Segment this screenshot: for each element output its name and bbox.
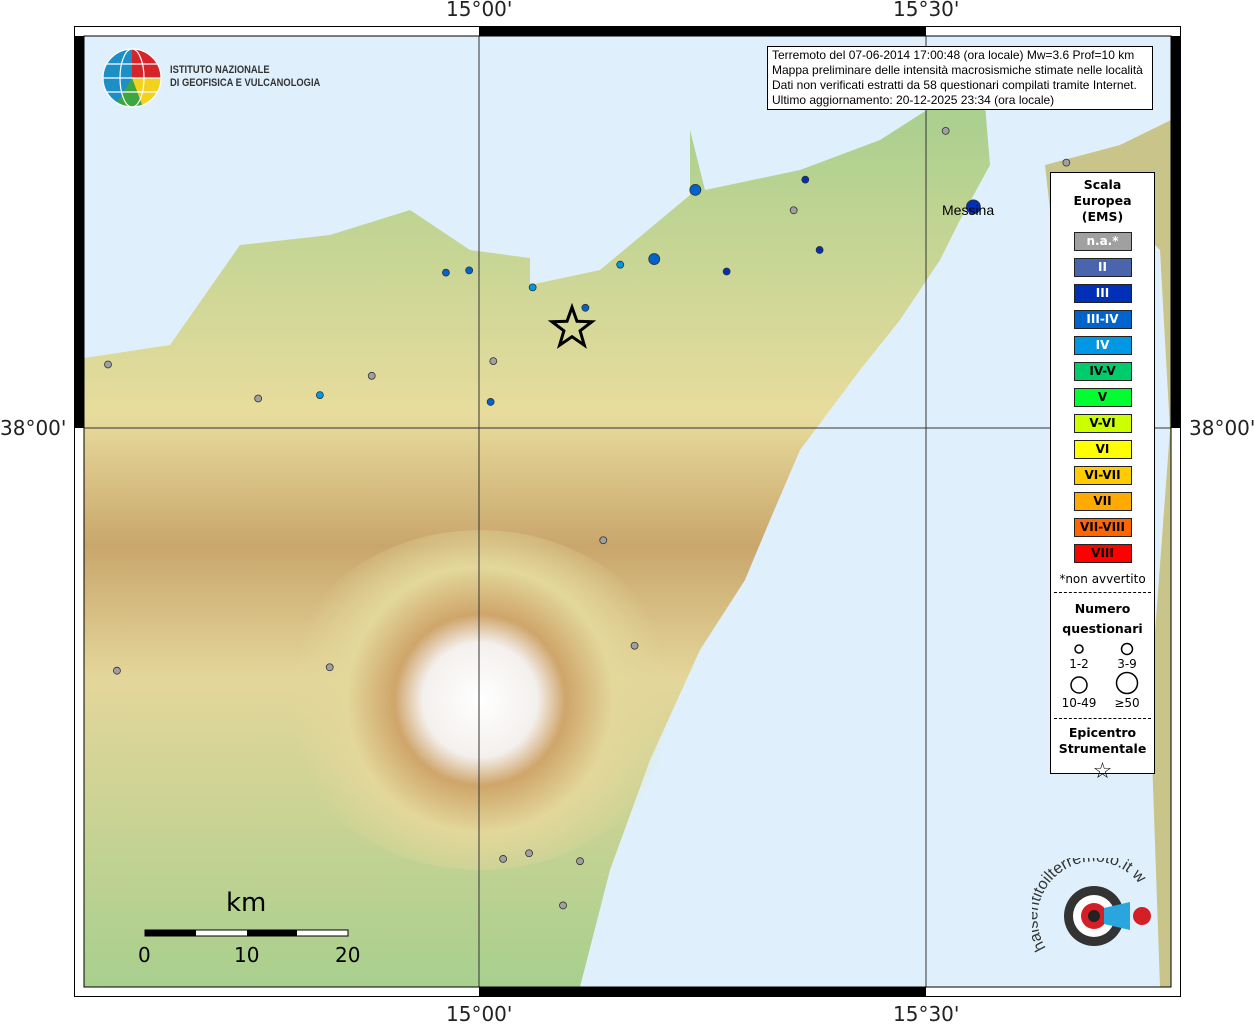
intensity-point	[525, 849, 533, 858]
legend-item: II	[1073, 258, 1132, 277]
legend-item: VII	[1073, 492, 1132, 511]
legend-item: V	[1073, 388, 1132, 407]
intensity-point	[489, 357, 498, 365]
graticule	[84, 36, 1171, 987]
etna-volcano	[280, 530, 680, 870]
intensity-point	[1062, 158, 1071, 167]
intensity-point	[599, 536, 608, 545]
intensity-point	[789, 206, 798, 215]
place-label-messina: Messina	[942, 202, 995, 218]
intensity-point	[581, 303, 590, 312]
intensity-point	[315, 391, 324, 400]
ingv-name: ISTITUTO NAZIONALE DI GEOFISICA E VULCANO…	[170, 64, 321, 89]
intensity-point	[648, 253, 661, 265]
legend-star-icon: ☆	[1092, 759, 1113, 784]
legend-item: IV-V	[1073, 362, 1132, 381]
count-label: ≥50	[1114, 696, 1139, 709]
intensity-point	[254, 394, 263, 403]
count-label: 3-9	[1117, 657, 1137, 671]
intensity-point	[576, 857, 584, 866]
intensity-point	[499, 855, 508, 863]
intensity-points	[104, 126, 1071, 910]
lon-tick-top-2: 15°30'	[893, 0, 960, 21]
epicenter-star	[547, 302, 597, 349]
legend-item: V-VI	[1073, 414, 1132, 433]
intensity-point	[630, 641, 639, 650]
intensity-point	[559, 901, 567, 910]
legend-item: VI-VII	[1073, 466, 1132, 485]
legend-item: VI	[1073, 440, 1132, 459]
intensity-point	[689, 183, 702, 196]
intensity-point	[465, 266, 474, 275]
lat-tick-right: 38°00'	[1189, 416, 1254, 440]
intensity-point	[486, 398, 495, 406]
lat-tick-left: 38°00'	[0, 416, 67, 440]
intensity-point	[325, 663, 334, 672]
intensity-point	[442, 268, 450, 277]
legend-note: *non avvertito	[1059, 572, 1146, 586]
intensity-point	[104, 360, 112, 369]
intensity-point	[801, 175, 810, 184]
count-label: 10-49	[1061, 696, 1096, 709]
event-info-box: Terremoto del 07-06-2014 17:00:48 (ora l…	[767, 46, 1153, 110]
map-frame	[74, 26, 1181, 997]
legend-item: n.a.*	[1073, 232, 1132, 251]
intensity-point	[367, 371, 376, 380]
legend-ems-items: n.a.* II III III-IV IV IV-V V V-VI VI VI-VII VII VI…	[1051, 232, 1154, 563]
ingv-logo	[102, 48, 162, 108]
intensity-point	[965, 199, 981, 215]
legend-size-symbols: 1-2 3-9 10-49 ≥50	[1061, 642, 1139, 710]
intensity-point	[941, 126, 950, 135]
lon-tick-bottom-1: 15°00'	[446, 1002, 513, 1024]
scale-bar	[144, 929, 349, 937]
hsit-logo: haisentitoilterremoto.it www.	[1032, 858, 1151, 954]
lon-tick-top-1: 15°00'	[446, 0, 513, 21]
legend-item: IV	[1073, 336, 1132, 355]
intensity-point	[722, 267, 731, 276]
intensity-point	[113, 666, 121, 675]
intensity-point	[815, 246, 824, 254]
legend-item: III	[1073, 284, 1132, 303]
count-label: 1-2	[1069, 657, 1089, 671]
legend-item: VIII	[1073, 544, 1132, 563]
intensity-point	[528, 283, 537, 292]
lon-tick-bottom-2: 15°30'	[893, 1002, 960, 1024]
legend-item: VII-VIII	[1073, 518, 1132, 537]
legend: Scala Europea (EMS) n.a.* II III III-IV IV IV-V…	[1050, 172, 1155, 784]
intensity-point	[616, 260, 625, 269]
legend-item: III-IV	[1073, 310, 1132, 329]
